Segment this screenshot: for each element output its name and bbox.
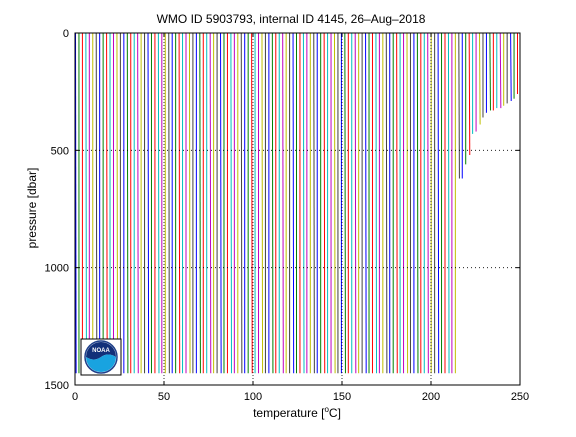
x-tick-label: 150	[333, 391, 351, 403]
x-tick-label: 50	[158, 391, 170, 403]
profile-line	[406, 32, 409, 374]
axis-ticks: 0 50 100 150 200 250 0 500 1000 1500	[45, 28, 530, 403]
profile-line	[375, 32, 378, 374]
profile-line	[230, 32, 232, 374]
profile-line	[499, 32, 502, 109]
profile-line	[333, 32, 336, 374]
x-tick-label: 0	[72, 391, 78, 403]
profile-line	[292, 32, 295, 374]
profile-line	[209, 32, 212, 374]
x-axis-label-tail: C]	[329, 406, 341, 420]
profile-line	[168, 32, 170, 374]
x-axis-label-unit-superscript: o	[324, 405, 329, 414]
profile-line	[106, 32, 108, 374]
profile-line	[271, 32, 274, 374]
y-tick-label: 0	[63, 28, 69, 40]
profile-line	[458, 32, 460, 179]
profile-line	[489, 32, 491, 111]
profile-line	[240, 32, 243, 374]
profile-line	[416, 32, 419, 374]
profile-line	[479, 32, 481, 125]
profile-line	[323, 32, 326, 374]
profile-line	[157, 32, 160, 374]
profile-line	[437, 32, 440, 374]
profile-line	[220, 32, 222, 374]
profile-line	[95, 32, 98, 374]
chart-title: WMO ID 5903793, internal ID 4145, 26–Aug…	[157, 12, 426, 26]
noaa-logo: NOAA	[80, 338, 122, 376]
profile-line	[116, 32, 119, 374]
x-tick-label: 250	[511, 391, 529, 403]
profile-line	[510, 32, 512, 102]
profile-line	[313, 32, 315, 374]
noaa-logo-text: NOAA	[92, 348, 110, 354]
profile-line	[188, 32, 191, 374]
profile-line	[365, 32, 367, 374]
profile-line	[126, 32, 129, 374]
profile-line	[385, 32, 388, 374]
profile-line	[427, 32, 429, 374]
profile-line	[178, 32, 181, 374]
y-tick-label: 1500	[45, 380, 69, 392]
profile-line	[396, 32, 398, 374]
profile-line	[199, 32, 201, 374]
x-tick-label: 100	[244, 391, 262, 403]
profile-line	[468, 32, 471, 156]
profile-line	[354, 32, 357, 374]
profile-line	[447, 32, 450, 374]
y-tick-label: 500	[51, 145, 69, 157]
profile-line	[261, 32, 264, 374]
y-axis-label: pressure [dbar]	[25, 168, 39, 249]
profiles-group	[75, 32, 519, 374]
profile-line	[147, 32, 150, 374]
x-axis-label-main: temperature [	[253, 406, 325, 420]
profile-line	[137, 32, 139, 374]
profile-line	[344, 32, 346, 374]
grid-lines	[75, 33, 520, 385]
profile-line	[85, 32, 87, 374]
profile-line	[251, 32, 253, 374]
y-tick-label: 1000	[45, 263, 69, 275]
profile-line	[75, 32, 77, 374]
profile-line	[302, 32, 305, 374]
x-tick-label: 200	[422, 391, 440, 403]
axes-box	[74, 32, 521, 386]
x-axis-label: temperature [oC]	[253, 405, 341, 420]
profile-line	[282, 32, 284, 374]
